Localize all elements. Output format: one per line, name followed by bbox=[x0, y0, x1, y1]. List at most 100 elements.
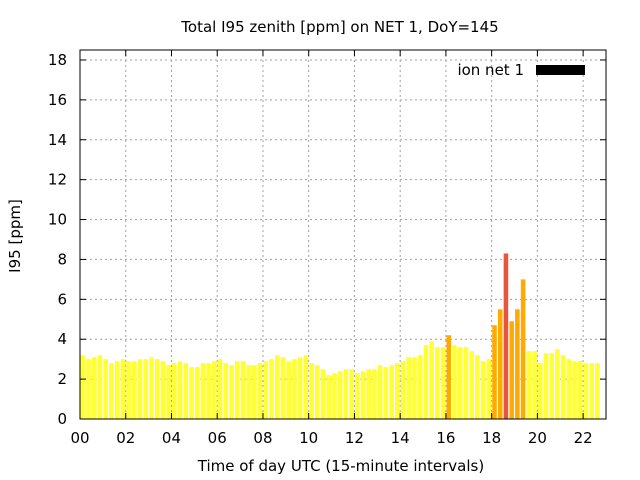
bar bbox=[537, 363, 543, 419]
legend-label: ion net 1 bbox=[457, 61, 524, 79]
bar bbox=[109, 363, 114, 419]
bar bbox=[120, 359, 126, 419]
bar bbox=[194, 367, 200, 419]
bar bbox=[149, 357, 154, 419]
x-tick-label: 02 bbox=[116, 429, 135, 447]
bar bbox=[452, 345, 457, 419]
bar bbox=[366, 369, 372, 419]
bar bbox=[257, 363, 263, 419]
bar bbox=[126, 361, 131, 419]
bar bbox=[137, 359, 143, 419]
bar bbox=[355, 373, 360, 419]
bar bbox=[463, 347, 469, 419]
bar bbox=[280, 357, 286, 419]
y-tick-label: 16 bbox=[48, 91, 67, 109]
x-tick-label: 10 bbox=[299, 429, 318, 447]
y-axis-label: I95 [ppm] bbox=[6, 199, 24, 273]
bar bbox=[572, 361, 577, 419]
bar bbox=[320, 369, 326, 419]
x-tick-label: 22 bbox=[574, 429, 593, 447]
y-tick-label: 4 bbox=[57, 330, 67, 348]
x-tick-label: 20 bbox=[528, 429, 547, 447]
bar bbox=[212, 361, 217, 419]
bar bbox=[549, 353, 554, 419]
bar bbox=[577, 361, 583, 419]
y-tick-label: 10 bbox=[48, 211, 67, 229]
bar bbox=[86, 359, 91, 419]
bar bbox=[223, 363, 229, 419]
x-tick-label: 14 bbox=[391, 429, 410, 447]
bar bbox=[532, 351, 537, 419]
bar bbox=[440, 347, 446, 419]
bar bbox=[217, 359, 223, 419]
x-tick-label: 16 bbox=[436, 429, 455, 447]
bar bbox=[486, 359, 492, 419]
y-tick-label: 6 bbox=[57, 290, 67, 308]
bar bbox=[412, 357, 417, 419]
y-tick-label: 0 bbox=[57, 410, 67, 428]
bar bbox=[97, 355, 103, 419]
bar bbox=[349, 369, 354, 419]
bar bbox=[154, 359, 160, 419]
bar bbox=[326, 375, 331, 419]
bar bbox=[80, 355, 86, 419]
legend-swatch bbox=[536, 65, 585, 75]
bar bbox=[383, 367, 389, 419]
bar bbox=[200, 363, 206, 419]
bar bbox=[595, 363, 600, 419]
x-tick-label: 00 bbox=[70, 429, 89, 447]
bar bbox=[166, 365, 171, 419]
bar bbox=[417, 355, 423, 419]
bar bbox=[314, 365, 320, 419]
bar bbox=[520, 279, 526, 419]
grid-layer bbox=[80, 50, 606, 419]
bar bbox=[497, 309, 503, 419]
x-tick-label: 04 bbox=[162, 429, 181, 447]
bar bbox=[526, 351, 532, 419]
bar bbox=[503, 253, 509, 419]
y-tick-label: 18 bbox=[48, 51, 67, 69]
bar bbox=[309, 363, 314, 419]
bar bbox=[240, 361, 246, 419]
bar bbox=[263, 361, 269, 419]
bar bbox=[229, 365, 234, 419]
bar bbox=[292, 359, 297, 419]
bar bbox=[269, 359, 274, 419]
bar bbox=[297, 357, 303, 419]
bar bbox=[492, 325, 497, 419]
plot-frame bbox=[79, 49, 607, 420]
bar bbox=[555, 349, 560, 419]
y-tick-label: 8 bbox=[57, 250, 67, 268]
bar bbox=[332, 373, 337, 419]
bar bbox=[395, 363, 400, 419]
bar bbox=[480, 361, 486, 419]
x-tick-label: 06 bbox=[208, 429, 227, 447]
bar bbox=[560, 355, 566, 419]
bar bbox=[286, 361, 291, 419]
bar bbox=[189, 367, 194, 419]
bar bbox=[469, 351, 474, 419]
bar bbox=[406, 357, 412, 419]
bar bbox=[337, 371, 343, 419]
bar bbox=[372, 369, 377, 419]
bar bbox=[132, 361, 137, 419]
bar bbox=[457, 347, 463, 419]
bar bbox=[234, 361, 240, 419]
bar bbox=[177, 361, 183, 419]
bar bbox=[246, 365, 251, 419]
bar bbox=[360, 371, 366, 419]
bar bbox=[183, 363, 189, 419]
x-tick-label: 08 bbox=[253, 429, 272, 447]
y-tick-label: 14 bbox=[48, 131, 67, 149]
bar bbox=[92, 357, 97, 419]
bar bbox=[252, 365, 257, 419]
y-tick-label: 12 bbox=[48, 171, 67, 189]
bar bbox=[389, 365, 394, 419]
bar bbox=[114, 361, 120, 419]
x-tick-label: 18 bbox=[482, 429, 501, 447]
bar bbox=[377, 365, 383, 419]
bar bbox=[475, 355, 480, 419]
ticks-layer bbox=[79, 50, 606, 420]
